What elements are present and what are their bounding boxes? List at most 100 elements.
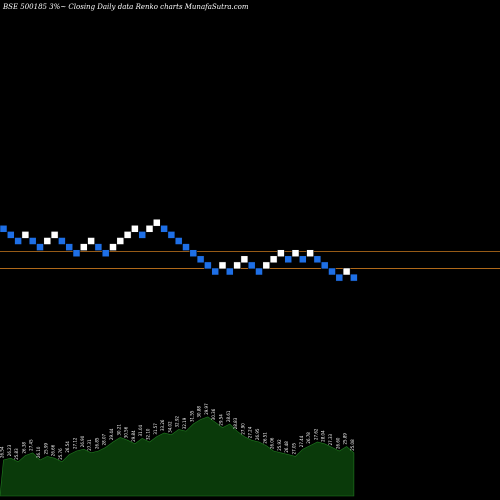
renko-brick	[58, 237, 66, 245]
renko-brick	[101, 249, 110, 257]
volume-label: 26.10	[36, 446, 41, 458]
renko-brick	[109, 243, 117, 251]
volume-label: 26.23	[7, 444, 12, 456]
volume-label: 26.90	[80, 435, 85, 447]
volume-label: 27.44	[299, 435, 304, 447]
volume-label: 27.45	[29, 439, 34, 451]
renko-brick	[123, 231, 132, 239]
renko-brick	[182, 243, 190, 251]
volume-label: 26.48	[284, 441, 289, 453]
renko-brick	[14, 237, 22, 245]
renko-brick	[233, 261, 241, 270]
volume-label: 31.04	[138, 424, 143, 436]
volume-label: 27.33	[328, 433, 333, 445]
renko-brick	[328, 267, 336, 276]
renko-brick	[0, 225, 8, 233]
renko-brick	[211, 267, 219, 276]
volume-label: 27.24	[248, 426, 253, 438]
volume-label: 27.05	[292, 442, 297, 454]
renko-brick	[36, 243, 44, 251]
renko-brick	[131, 225, 139, 233]
renko-brick	[350, 273, 358, 282]
renko-brick	[87, 237, 95, 245]
volume-label: 26.85	[94, 437, 99, 449]
renko-brick	[277, 249, 285, 257]
renko-brick	[247, 261, 256, 270]
volume-label: 26.60	[335, 437, 340, 449]
volume-label: 28.83	[233, 417, 238, 429]
volume-label: 26.54	[65, 441, 70, 453]
volume-label: 30.36	[211, 408, 216, 420]
volume-label: 26.38	[21, 442, 26, 454]
volume-label: 28.07	[102, 433, 107, 445]
renko-brick	[21, 231, 30, 239]
renko-brick	[255, 267, 263, 276]
renko-brick	[299, 255, 307, 264]
volume-label: 28.61	[226, 410, 231, 422]
volume-label: 32.10	[146, 428, 151, 440]
volume-label: 29.97	[204, 403, 209, 415]
volume-label: 32.92	[175, 415, 180, 427]
volume-area-path	[0, 416, 355, 497]
renko-brick	[145, 225, 154, 233]
renko-brick	[160, 225, 168, 233]
renko-brick	[240, 255, 249, 264]
renko-brick	[50, 231, 59, 239]
renko-brick	[167, 231, 176, 239]
volume-label: 31.57	[153, 423, 158, 435]
renko-brick	[342, 267, 351, 276]
renko-brick	[196, 255, 205, 264]
volume-label: 31.55	[189, 410, 194, 422]
volume-label: 32.19	[182, 417, 187, 429]
volume-label: 27.90	[240, 423, 245, 435]
renko-brick	[153, 218, 161, 227]
renko-brick	[189, 249, 198, 257]
volume-label: 26.95	[255, 428, 260, 440]
volume-label: 26.66	[51, 444, 56, 456]
volume-label: 29.84	[131, 430, 136, 442]
volume-label: 34.02	[167, 421, 172, 433]
volume-label: 33.26	[160, 419, 165, 431]
renko-brick	[204, 261, 212, 270]
renko-brick	[72, 249, 81, 257]
chart-title: BSE 500185 3%~ Closing Daily data Renko …	[2, 3, 249, 11]
renko-brick	[335, 273, 344, 282]
volume-label: 25.08	[350, 439, 355, 451]
volume-label: 27.62	[313, 428, 318, 440]
renko-brick	[313, 255, 322, 264]
renko-brick	[43, 237, 52, 245]
volume-label: 25.76	[58, 448, 63, 460]
volume-label: 27.31	[87, 439, 92, 451]
volume-label: 30.56	[124, 426, 129, 438]
volume-label: 30.88	[197, 406, 202, 418]
volume-label: 29.54	[219, 414, 224, 426]
renko-brick	[28, 237, 37, 245]
volume-label: 28.04	[321, 430, 326, 442]
renko-brick	[218, 261, 227, 270]
renko-brick	[262, 261, 271, 270]
renko-brick	[291, 249, 300, 257]
volume-label: 25.92	[277, 439, 282, 451]
volume-label: 26.51	[262, 432, 267, 444]
renko-brick	[320, 261, 329, 270]
renko-bricks	[0, 218, 358, 282]
volume-label: 30.21	[116, 424, 121, 436]
renko-brick	[65, 243, 73, 251]
volume-label: 25.89	[343, 433, 348, 445]
volume-label: 27.12	[73, 437, 78, 449]
renko-brick	[80, 243, 88, 251]
renko-brick	[284, 255, 292, 264]
volume-area	[0, 416, 355, 497]
volume-label: 25.83	[14, 448, 19, 460]
volume-label: 26.78	[306, 432, 311, 444]
renko-brick	[94, 243, 103, 251]
renko-brick	[269, 255, 278, 264]
renko-brick	[174, 237, 183, 245]
volume-label: 26.06	[270, 437, 275, 449]
volume-label: 29.44	[109, 428, 114, 440]
renko-brick	[226, 267, 234, 276]
renko-brick	[7, 231, 15, 239]
renko-brick	[138, 231, 146, 239]
